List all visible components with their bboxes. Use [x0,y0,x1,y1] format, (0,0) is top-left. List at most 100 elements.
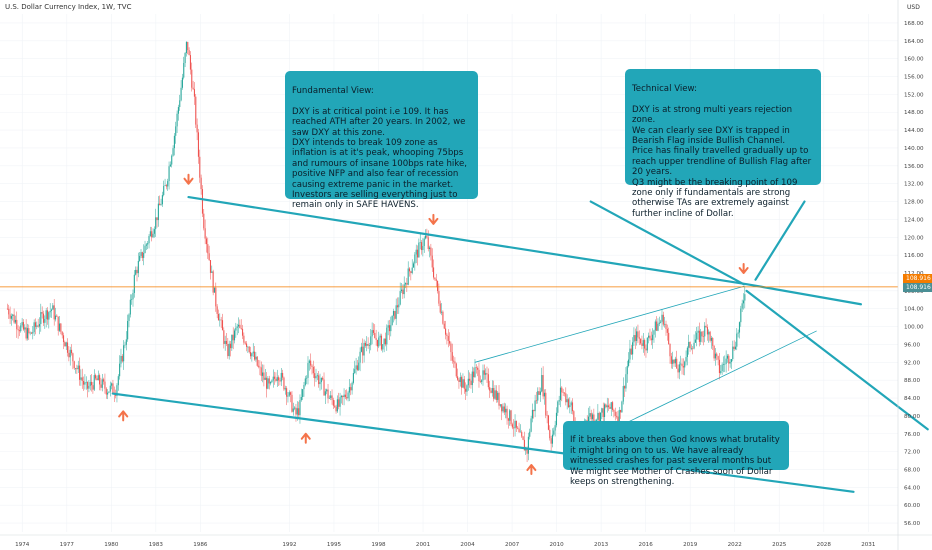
candle-body [80,377,82,380]
chart-title: U.S. Dollar Currency Index, 1W, TVC [5,3,132,11]
candle-body [233,330,236,341]
candle-body [75,368,77,369]
candle-body [239,324,241,329]
candle-body [105,388,107,395]
candle-body [87,381,89,389]
candle-body [291,394,293,412]
price-badge-secondary: 108.916 [903,283,932,292]
candle-body [24,327,26,330]
candle-body [693,342,695,349]
candle-body [738,322,741,333]
candle-body [490,390,492,393]
candle-body [604,404,606,418]
candle-body [157,203,159,221]
candle-body [311,365,313,367]
candle-body [481,380,483,382]
candle-body [630,348,632,355]
candle-body [248,346,250,353]
candle-body [209,260,212,273]
candle-body [143,252,145,258]
candle-body [686,347,688,358]
candle-body [692,348,694,349]
candle-body [470,380,472,386]
candle-body [318,375,320,385]
candle-body [609,407,611,409]
candle-body [228,343,230,357]
candle-body [13,314,15,323]
candle-body [728,355,730,364]
candle-body [538,391,540,395]
arrow-up [118,410,129,422]
candle-body [467,378,469,386]
candle-body [304,378,306,385]
candle-body [597,412,599,420]
candle-body [449,340,451,344]
candle-body [104,381,106,389]
candle-body [632,342,634,355]
y-tick-label: 140.00 [904,146,924,152]
candle-body [10,316,12,319]
candle-body [398,304,400,308]
y-tick-label: 72.00 [904,450,920,456]
candle-body [367,343,369,346]
candle-body [646,337,648,351]
candle-body [702,336,704,337]
currency-label: USD [907,4,920,11]
candle-body [403,284,405,295]
candle-body [489,387,491,391]
y-tick-label: 100.00 [904,325,924,331]
candle-body [573,411,575,423]
candle-body [159,203,161,206]
candle-body [534,400,536,412]
candle-body [41,312,43,314]
candle-body [85,381,87,383]
candle-body [523,439,525,451]
candle-body [109,385,111,392]
candle-body [590,413,592,420]
candle-body [443,323,445,329]
candle-body [279,380,281,382]
candle-body [618,410,620,423]
candle-body [151,231,153,238]
y-tick-label: 136.00 [904,164,924,170]
candle-body [522,436,524,440]
x-tick-label: 1983 [149,542,164,548]
candle-body [264,377,266,380]
candle-body [406,283,408,285]
candle-body [660,321,662,323]
candle-body [270,382,272,384]
candle-body [350,387,352,391]
candle-body [156,217,158,221]
candle-body [454,361,456,364]
candle-body [633,335,635,343]
candle-body [736,333,738,347]
candle-body [181,77,183,88]
candle-body [429,247,431,249]
candle-body [290,392,292,395]
candle-body [128,314,130,321]
candle-body [497,392,499,400]
candle-body [204,228,206,239]
x-tick-label: 2001 [416,542,431,548]
candle-body [555,412,558,426]
candle-body [495,390,497,400]
candle-body [521,431,523,437]
candle-body [344,394,346,398]
candle-body [684,361,686,368]
candle-body [669,343,671,357]
candle-body [717,356,719,360]
candle-body [342,395,344,398]
candle-body [649,335,651,339]
candle-body [713,345,715,359]
candle-body [529,431,531,437]
candle-body [205,238,208,245]
candle-body [152,233,154,238]
candle-body [201,189,204,214]
candle-body [184,53,186,63]
candle-body [441,311,443,313]
candle-body [224,340,226,344]
arrow-down [183,173,194,185]
candle-body [562,392,564,393]
candle-body [308,360,310,364]
candle-body [29,332,31,334]
